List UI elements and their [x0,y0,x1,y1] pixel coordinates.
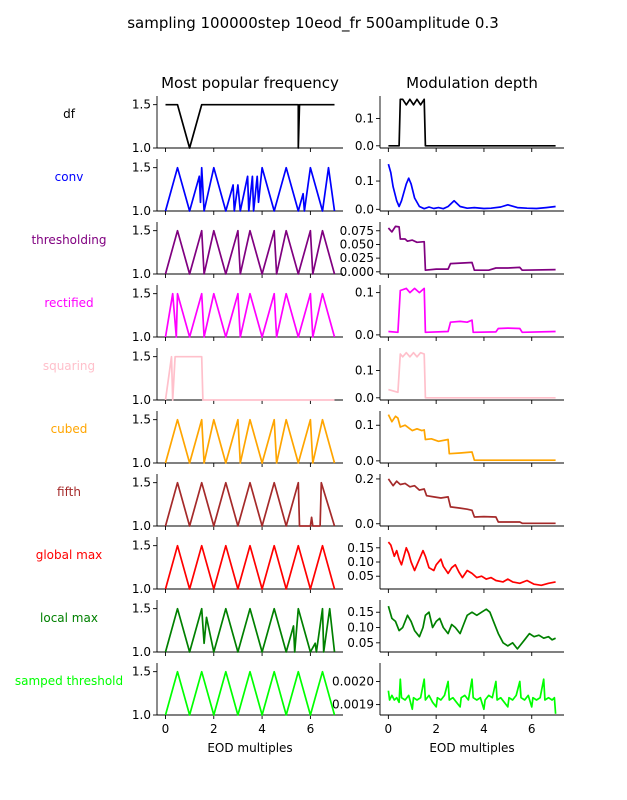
depth-y-tick-label: 0.000 [340,265,374,279]
frequency-y-tick-label: 1.5 [132,224,151,238]
depth-y-tick-label: 0.1 [355,363,374,377]
frequency-series-line [164,607,336,653]
frequency-y-tick-label: 1.0 [132,330,151,344]
depth-y-tick-label: 0.15 [347,605,374,619]
frequency-y-tick-label: 1.0 [132,519,151,533]
depth-y-tick-label: 0.05 [347,636,374,650]
row-global-max: global max 1.0 1.5 0.050.100.15 [36,537,564,596]
right-x-axis-label: EOD multiples [429,741,514,755]
frequency-y-tick-label: 1.5 [132,602,151,616]
row-label: cubed [51,422,88,436]
depth-y-tick-label: 0.0 [355,139,374,153]
frequency-x-tick-label: 2 [210,722,218,736]
row-label: squaring [43,359,95,373]
depth-series-line [388,287,556,334]
depth-series-line [387,678,557,714]
depth-y-tick-label: 0.075 [340,224,374,238]
depth-series-line [387,163,556,210]
row-label: fifth [57,485,81,499]
frequency-x-tick-label: 6 [307,722,315,736]
frequency-y-tick-label: 1.0 [132,393,151,407]
frequency-series-line [164,418,336,464]
depth-y-tick-label: 0.0019 [332,698,374,712]
depth-y-tick-label: 0.0 [355,454,374,468]
depth-y-tick-label: 0.0 [355,517,374,531]
frequency-y-tick-label: 1.5 [132,350,151,364]
depth-y-tick-label: 0.025 [340,251,374,265]
row-label: df [63,107,76,121]
depth-y-tick-label: 0.0 [355,328,374,342]
depth-series-line [387,605,556,650]
row-samped-threshold: samped threshold 1.0 1.5 0 2 4 6 0.0019 0.0020 0 2… [15,663,564,736]
frequency-series-line [165,103,335,149]
frequency-y-tick-label: 1.5 [132,161,151,175]
depth-y-tick-label: 0.1 [355,418,374,432]
frequency-y-tick-label: 1.0 [132,141,151,155]
frequency-y-tick-label: 1.5 [132,413,151,427]
depth-series-line [388,98,556,147]
subplot-grid: df 1.0 1.5 0.0 0.1 conv 1.0 1.5 0.0 0.1 thresholdi… [15,96,564,736]
depth-y-tick-label: 0.0 [355,391,374,405]
frequency-y-tick-label: 1.0 [132,267,151,281]
depth-y-tick-label: 0.0020 [332,674,374,688]
depth-series-line [387,478,556,525]
depth-series-line [387,225,556,272]
row-conv: conv 1.0 1.5 0.0 0.1 [55,159,564,218]
depth-y-tick-label: 0.1 [355,111,374,125]
frequency-y-tick-label: 1.5 [132,539,151,553]
depth-series-line [387,541,556,587]
figure-suptitle: sampling 100000step 10eod_fr 500amplitud… [127,14,499,33]
row-label: local max [40,611,98,625]
row-fifth: fifth 1.0 1.5 0.0 0.2 [57,472,564,533]
depth-y-tick-label: 0.05 [347,569,374,583]
right-column-title: Modulation depth [406,74,538,92]
depth-y-tick-label: 0.10 [347,621,374,635]
frequency-series-line [164,292,336,338]
frequency-y-tick-label: 1.5 [132,287,151,301]
row-label: rectified [44,296,93,310]
row-label: thresholding [31,233,106,247]
frequency-y-tick-label: 1.5 [132,665,151,679]
row-df: df 1.0 1.5 0.0 0.1 [63,96,564,155]
frequency-y-tick-label: 1.0 [132,582,151,596]
depth-series-line [387,414,556,462]
row-cubed: cubed 1.0 1.5 0.0 0.1 [51,411,564,470]
row-local-max: local max 1.0 1.5 0.050.10 0.15 [40,600,564,659]
row-label: global max [36,548,103,562]
depth-y-tick-label: 0.2 [355,472,374,486]
frequency-series-line [164,544,336,590]
depth-y-tick-label: 0.10 [347,555,374,569]
depth-x-tick-label: 6 [528,722,536,736]
depth-x-tick-label: 4 [480,722,488,736]
frequency-y-tick-label: 1.0 [132,645,151,659]
depth-y-tick-label: 0.1 [355,174,374,188]
row-label: samped threshold [15,674,123,688]
frequency-x-tick-label: 0 [162,722,170,736]
left-column-title: Most popular frequency [161,74,339,92]
frequency-series-line [164,229,336,275]
depth-series-line [388,351,556,399]
depth-y-tick-label: 0.1 [355,286,374,300]
row-squaring: squaring 1.0 1.5 0.0 0.1 [43,348,564,407]
depth-y-tick-label: 0.050 [340,237,374,251]
frequency-x-tick-label: 4 [258,722,266,736]
frequency-y-tick-label: 1.0 [132,708,151,722]
frequency-series-line [164,670,336,716]
depth-y-tick-label: 0.15 [347,541,374,555]
row-label: conv [55,170,84,184]
depth-x-tick-label: 2 [432,722,440,736]
frequency-series-line [164,481,336,527]
frequency-series-line [164,166,336,212]
depth-y-tick-label: 0.0 [355,202,374,216]
left-x-axis-label: EOD multiples [207,741,292,755]
depth-x-tick-label: 0 [385,722,393,736]
frequency-series-line [164,355,335,401]
frequency-y-tick-label: 1.5 [132,476,151,490]
frequency-y-tick-label: 1.0 [132,204,151,218]
frequency-y-tick-label: 1.0 [132,456,151,470]
frequency-y-tick-label: 1.5 [132,98,151,112]
row-rectified: rectified 1.0 1.5 0.0 0.1 [44,285,564,344]
